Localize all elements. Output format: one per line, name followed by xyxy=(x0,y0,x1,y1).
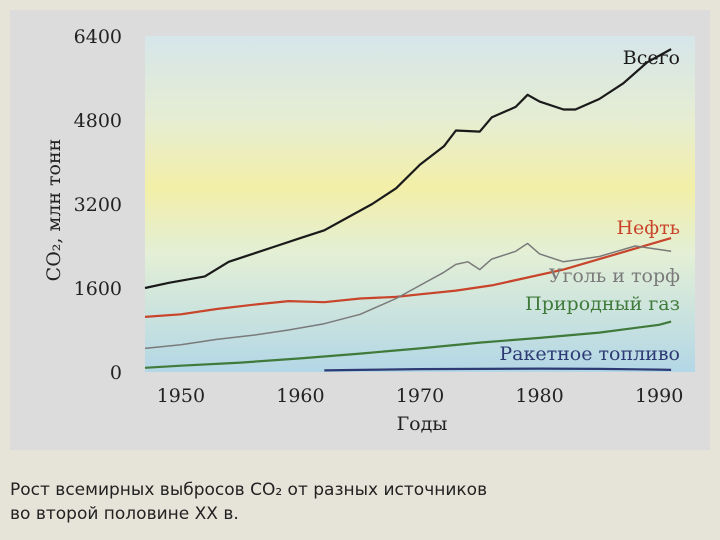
y-tick-label: 3200 xyxy=(74,194,122,216)
x-tick-labels: 1950 1960 1970 1980 1990 xyxy=(157,385,684,407)
co2-emissions-chart: Всего Нефть Уголь и торф Природный газ Ракет… xyxy=(43,26,695,435)
series-label-4: Ракетное топливо xyxy=(499,343,680,365)
x-axis-title: Годы xyxy=(397,413,448,435)
y-tick-label: 1600 xyxy=(74,278,122,300)
figure-caption: Рост всемирных выбросов CO₂ от разных ис… xyxy=(10,478,710,526)
series-line-4 xyxy=(324,367,672,372)
series-line-3 xyxy=(144,320,672,369)
caption-line-2: во второй половине XX в. xyxy=(10,504,239,524)
series-label-1: Нефть xyxy=(616,217,680,239)
x-tick-label: 1960 xyxy=(276,385,324,407)
y-tick-label: 0 xyxy=(110,362,122,384)
series-line-1 xyxy=(144,237,672,318)
series-label-3: Природный газ xyxy=(525,293,680,315)
series-label-0: Всего xyxy=(623,47,680,69)
y-axis-title: CO₂, млн тонн xyxy=(43,139,65,282)
caption-line-1: Рост всемирных выбросов CO₂ от разных ис… xyxy=(10,480,488,500)
series-labels: Всего Нефть Уголь и торф Природный газ Ракет… xyxy=(499,47,680,365)
series-line-0 xyxy=(144,48,672,290)
series-line-2 xyxy=(144,242,672,350)
series-label-2: Уголь и торф xyxy=(549,265,680,287)
x-tick-label: 1950 xyxy=(157,385,205,407)
series-group xyxy=(144,48,672,372)
y-tick-label: 4800 xyxy=(74,110,122,132)
x-tick-label: 1980 xyxy=(515,385,563,407)
plot-area xyxy=(145,36,695,372)
y-tick-label: 6400 xyxy=(74,26,122,48)
y-tick-labels: 0 1600 3200 4800 6400 xyxy=(74,26,122,384)
x-tick-label: 1970 xyxy=(396,385,444,407)
figure-frame: Всего Нефть Уголь и торф Природный газ Ракет… xyxy=(10,10,710,450)
x-tick-label: 1990 xyxy=(635,385,683,407)
